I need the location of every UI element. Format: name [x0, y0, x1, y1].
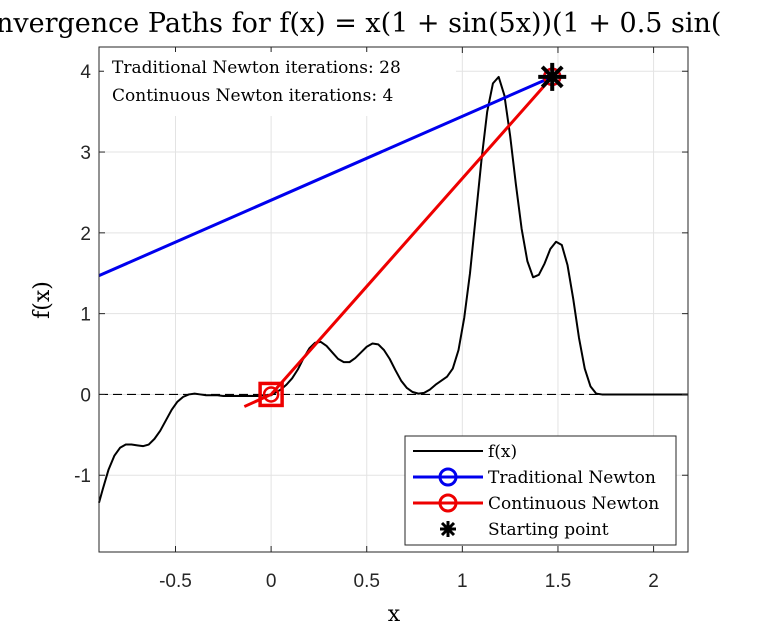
y-tick-label: -1 — [74, 466, 91, 487]
x-tick-label: -0.5 — [159, 571, 192, 592]
series-continuous-newton-line — [243, 75, 554, 408]
legend-traditional-marker — [438, 467, 458, 487]
x-tick-label: 1.5 — [545, 571, 571, 592]
y-tick-label: 0 — [80, 385, 91, 406]
series-layer — [98, 62, 688, 503]
x-tick-label: 0 — [266, 571, 277, 592]
chart-title: nvergence Paths for f(x) = x(1 + sin(5x)… — [0, 8, 721, 39]
y-tick-label: 3 — [80, 143, 91, 164]
continuous-newton-end-circle-marker — [262, 386, 280, 403]
series-fx-line — [98, 75, 688, 503]
legend-starting-point-marker — [440, 521, 456, 537]
x-tick-label: 0.5 — [354, 571, 380, 592]
legend-continuous-label: Continuous Newton — [488, 494, 659, 514]
continuous-newton-end-square-marker — [258, 381, 284, 408]
legend-starting-point-label: Starting point — [488, 520, 609, 540]
axes-box — [98, 46, 689, 553]
x-axis-label: x — [388, 602, 401, 627]
annotation-box: Traditional Newton iterations: 28 Contin… — [104, 52, 456, 116]
legend-traditional-label: Traditional Newton — [488, 468, 656, 488]
legend-continuous-marker — [438, 493, 458, 513]
y-tick-label: 4 — [80, 62, 91, 83]
annotation-continuous-iterations: Continuous Newton iterations: 4 — [112, 86, 393, 106]
legend: f(x) Traditional Newton Continuous Newto… — [404, 435, 677, 546]
plot-area: -0.5 0 0.5 1 1.5 2 -1 0 1 2 3 4 — [74, 46, 689, 592]
legend-fx-label: f(x) — [488, 442, 517, 462]
x-tick-label: 2 — [648, 571, 659, 592]
series-traditional-newton-line — [98, 75, 553, 278]
ticks-layer: -0.5 0 0.5 1 1.5 2 -1 0 1 2 3 4 — [74, 47, 688, 592]
y-tick-label: 2 — [80, 224, 91, 245]
starting-point-marker — [538, 62, 567, 91]
annotation-background — [104, 52, 456, 116]
y-tick-label: 1 — [80, 305, 91, 326]
y-axis-label: f(x) — [30, 281, 55, 319]
annotation-traditional-iterations: Traditional Newton iterations: 28 — [112, 58, 401, 78]
x-tick-label: 1 — [457, 571, 468, 592]
